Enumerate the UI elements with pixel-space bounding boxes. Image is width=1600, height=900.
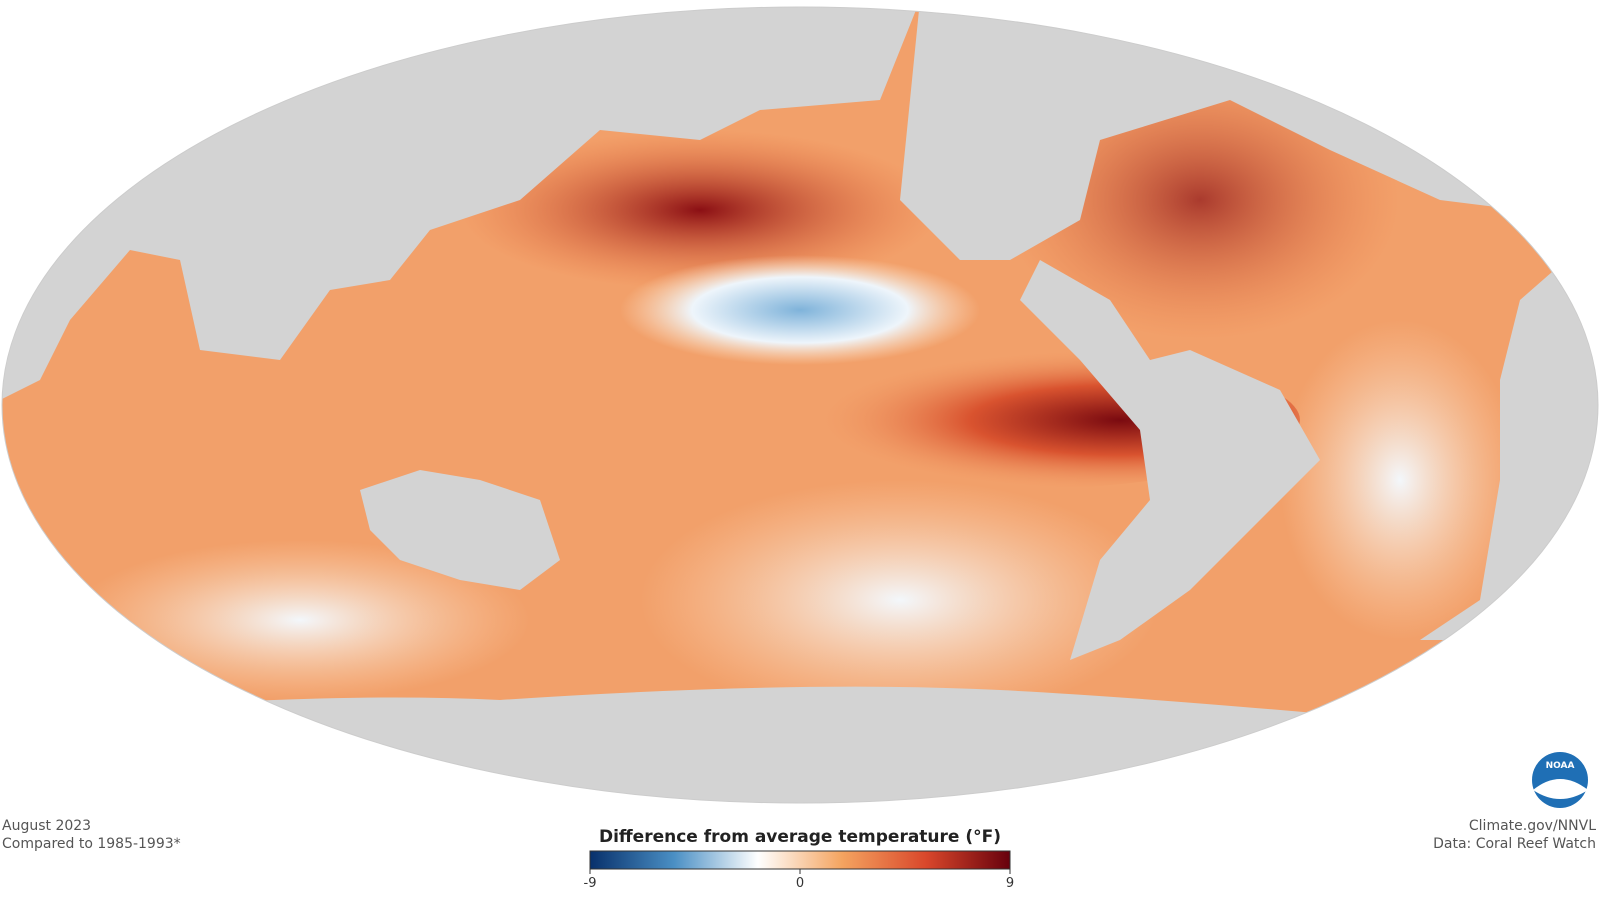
data-credit: Data: Coral Reef Watch — [1433, 836, 1596, 852]
baseline: Compared to 1985-1993* — [2, 836, 181, 852]
colorbar-tick-label: 0 — [796, 876, 804, 891]
colorbar-tick-label: -9 — [584, 876, 597, 891]
globe — [2, 7, 1598, 803]
source: Climate.gov/NNVL — [1469, 818, 1596, 834]
colorbar-label: Difference from average temperature (°F) — [599, 827, 1001, 847]
colorbar-tick-label: 9 — [1006, 876, 1014, 891]
colorbar — [589, 850, 1011, 870]
logo-text: NOAA — [1546, 761, 1575, 771]
date: August 2023 — [2, 818, 91, 834]
